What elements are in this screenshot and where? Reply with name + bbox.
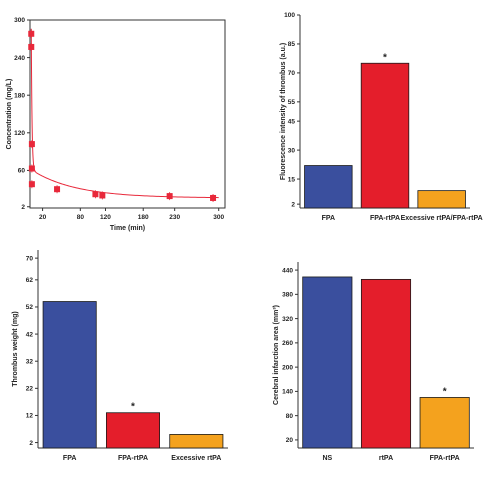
y-tick-label: 120 — [14, 130, 25, 137]
category-label: FPA-rtPA — [118, 455, 148, 462]
pk-concentration-chart: 2 60 120 180 240 300 20 80 120 180 230 300 Time (min… — [6, 17, 226, 232]
y-tick-label: 45 — [288, 118, 296, 125]
significance-marker: * — [443, 386, 447, 397]
y-tick-label: 2 — [29, 440, 33, 447]
data-point — [166, 193, 173, 200]
x-tick-label: 230 — [169, 214, 180, 221]
data-point — [99, 192, 106, 199]
y-tick-label: 100 — [284, 12, 295, 19]
category-label: FPA — [322, 215, 335, 222]
y-axis-label: Fluorescence intensity of thrombus (a.u.… — [280, 43, 287, 180]
category-label: FPA-rtPA — [430, 455, 460, 462]
x-tick-label: 300 — [213, 214, 224, 221]
y-axis-label: Cerebral infarction area (mm³) — [273, 305, 280, 405]
y-tick-label: 22 — [26, 386, 34, 393]
data-point — [28, 43, 35, 50]
y-tick-label: 140 — [282, 389, 293, 396]
category-label: FPA — [63, 455, 76, 462]
y-tick-label: 2 — [291, 201, 295, 208]
category-label: FPA-rtPA — [370, 215, 400, 222]
y-tick-label: 380 — [282, 292, 293, 299]
y-tick-label: 32 — [26, 358, 34, 365]
y-tick-label: 70 — [288, 70, 296, 77]
data-point — [210, 194, 217, 201]
y-tick-label: 62 — [26, 277, 34, 284]
bar — [360, 62, 410, 209]
x-tick-label: 180 — [138, 214, 149, 221]
bar — [417, 190, 466, 209]
fit-curve — [30, 28, 219, 199]
bar — [419, 397, 470, 449]
category-label: NS — [322, 455, 332, 462]
y-tick-label: 240 — [14, 55, 25, 62]
bar — [302, 276, 353, 449]
bar — [42, 301, 97, 449]
y-tick-label: 200 — [282, 364, 293, 371]
bar — [106, 412, 161, 449]
y-tick-label: 52 — [26, 304, 34, 311]
bar — [169, 434, 224, 449]
significance-marker: * — [383, 52, 387, 63]
y-tick-label: 180 — [14, 92, 25, 99]
fluorescence-bar-chart: 2 15 30 45 55 70 85 100 FPA FPA-rtPA * Excessive rt… — [280, 12, 483, 222]
y-tick-label: 300 — [14, 17, 25, 24]
y-tick-label: 260 — [282, 340, 293, 347]
category-label: Excessive rtPA/FPA-rtPA — [401, 215, 483, 222]
category-label: rtPA — [379, 455, 393, 462]
y-tick-label: 2 — [21, 204, 25, 211]
y-tick-label: 80 — [286, 413, 294, 420]
x-axis-label: Time (min) — [110, 225, 145, 232]
bar — [360, 278, 412, 449]
y-tick-label: 85 — [288, 41, 296, 48]
y-axis-label: Thrombus weight (mg) — [12, 311, 19, 386]
y-tick-label: 320 — [282, 316, 293, 323]
y-tick-label: 15 — [288, 176, 296, 183]
thrombus-weight-bar-chart: 2 12 22 32 42 52 62 70 FPA FPA-rtPA * Excessive rtP… — [12, 250, 228, 462]
y-tick-label: 12 — [26, 413, 34, 420]
data-point — [28, 181, 35, 188]
data-point — [28, 165, 35, 172]
significance-marker: * — [131, 402, 135, 413]
data-point — [54, 186, 61, 193]
plot-frame — [29, 19, 226, 209]
category-label: Excessive rtPA — [171, 455, 221, 462]
data-point — [28, 30, 35, 37]
y-tick-label: 55 — [288, 99, 296, 106]
y-axis-label: Concentration (mg/L) — [6, 79, 13, 150]
y-tick-label: 30 — [288, 147, 296, 154]
x-tick-label: 80 — [77, 214, 85, 221]
data-point — [28, 141, 35, 148]
bar — [304, 165, 353, 209]
y-tick-label: 60 — [18, 168, 26, 175]
infarction-area-bar-chart: 20 80 140 200 260 320 380 440 NS rtPA FPA-rtPA * Cer… — [273, 262, 474, 462]
y-tick-label: 20 — [286, 437, 294, 444]
data-point — [92, 191, 99, 198]
x-tick-label: 120 — [100, 214, 111, 221]
y-tick-label: 70 — [26, 255, 34, 262]
y-tick-label: 440 — [282, 267, 293, 274]
y-tick-label: 42 — [26, 331, 34, 338]
x-tick-label: 20 — [39, 214, 47, 221]
